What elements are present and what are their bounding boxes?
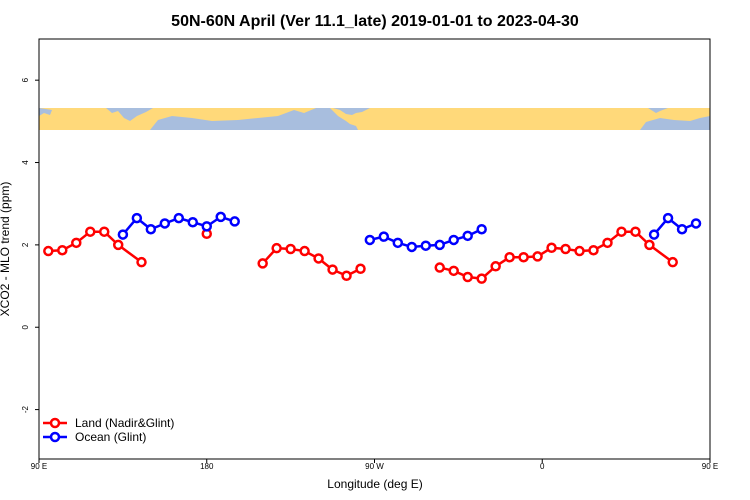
land-data-point xyxy=(71,237,82,249)
land-data-point xyxy=(112,239,124,251)
ocean-data-point xyxy=(462,230,473,242)
x-tick-label: 90 E xyxy=(31,462,47,471)
map-ocean-area xyxy=(640,116,710,130)
land-data-point xyxy=(341,270,352,282)
y-tick-label: 0 xyxy=(21,324,30,329)
ocean-data-point xyxy=(448,234,459,246)
ocean-data-point xyxy=(229,216,240,227)
x-tick-label: 90 W xyxy=(365,462,384,471)
ocean-data-point xyxy=(476,223,487,235)
land-data-point xyxy=(313,253,324,264)
land-data-point xyxy=(490,261,501,272)
land-data-point xyxy=(85,226,96,237)
land-data-point xyxy=(285,243,296,255)
ocean-data-point xyxy=(434,239,445,251)
land-data-point xyxy=(476,273,487,284)
land-data-point xyxy=(98,226,110,237)
land-data-point xyxy=(257,258,268,269)
ocean-data-point xyxy=(378,231,390,242)
world-map-band xyxy=(39,108,710,130)
land-data-point xyxy=(462,271,473,283)
y-tick-label: -2 xyxy=(21,405,30,413)
map-ocean-area xyxy=(39,108,52,116)
chart-title: 50N-60N April (Ver 11.1_late) 2019-01-01… xyxy=(171,13,579,30)
y-axis: -2 0 2 4 6 xyxy=(21,77,39,413)
ocean-series-line xyxy=(653,216,697,236)
y-tick-label: 4 xyxy=(21,160,30,165)
land-data-point xyxy=(448,265,459,277)
ocean-data-point xyxy=(648,229,660,240)
ocean-data-point xyxy=(690,218,702,229)
ocean-data-point xyxy=(392,237,404,249)
land-data-point xyxy=(574,245,585,257)
ocean-data-point xyxy=(145,223,157,235)
map-ocean-area xyxy=(106,108,153,121)
land-data-point xyxy=(588,244,599,256)
ocean-data-point xyxy=(187,216,199,228)
plot-frame xyxy=(38,38,711,460)
land-data-point xyxy=(560,243,571,255)
ocean-data-point xyxy=(131,212,143,224)
land-data-point xyxy=(355,263,366,275)
x-axis-label: Longitude (deg E) xyxy=(327,477,422,491)
ocean-data-point xyxy=(676,223,688,235)
y-tick-label: 6 xyxy=(21,77,30,82)
legend-land-marker xyxy=(49,417,61,429)
legend-ocean-label: Ocean (Glint) xyxy=(75,430,146,444)
land-data-point xyxy=(434,262,445,273)
ocean-data-point xyxy=(364,234,376,246)
land-data-point xyxy=(602,237,613,249)
map-ocean-area xyxy=(333,108,370,115)
land-data-point xyxy=(504,251,515,263)
y-tick-label: 2 xyxy=(21,242,30,247)
map-ocean-area xyxy=(648,108,668,113)
map-ocean-area xyxy=(150,108,358,130)
land-data-point xyxy=(667,256,678,268)
land-data-point xyxy=(271,242,282,254)
series-group xyxy=(43,211,702,284)
land-series-line xyxy=(439,230,674,280)
land-data-point xyxy=(644,239,655,251)
ocean-data-point xyxy=(662,212,674,224)
ocean-data-point xyxy=(215,211,226,223)
x-tick-label: 90 E xyxy=(702,462,718,471)
land-data-point xyxy=(616,226,627,237)
ocean-data-point xyxy=(201,221,212,232)
legend-land-label: Land (Nadir&Glint) xyxy=(75,416,174,430)
land-data-point xyxy=(327,264,338,275)
ocean-data-point xyxy=(159,218,171,229)
ocean-data-point xyxy=(420,240,432,251)
land-data-point xyxy=(299,245,310,257)
land-data-point xyxy=(43,245,54,257)
x-axis: 90 E 180 90 W 0 90 E xyxy=(31,459,718,471)
legend-ocean-marker xyxy=(49,431,61,443)
land-data-point xyxy=(546,242,557,254)
x-tick-label: 180 xyxy=(200,462,214,471)
ocean-data-point xyxy=(117,229,129,240)
ocean-data-point xyxy=(173,212,185,224)
land-data-point xyxy=(57,244,68,256)
ocean-data-point xyxy=(406,241,418,253)
land-data-point xyxy=(532,251,543,262)
land-data-point xyxy=(136,256,147,268)
land-data-point xyxy=(518,251,529,263)
legend: Land (Nadir&Glint)Ocean (Glint) xyxy=(43,416,174,444)
y-axis-label: XCO2 - MLO trend (ppm) xyxy=(0,182,12,317)
land-data-point xyxy=(630,226,641,237)
x-tick-label: 0 xyxy=(540,462,545,471)
